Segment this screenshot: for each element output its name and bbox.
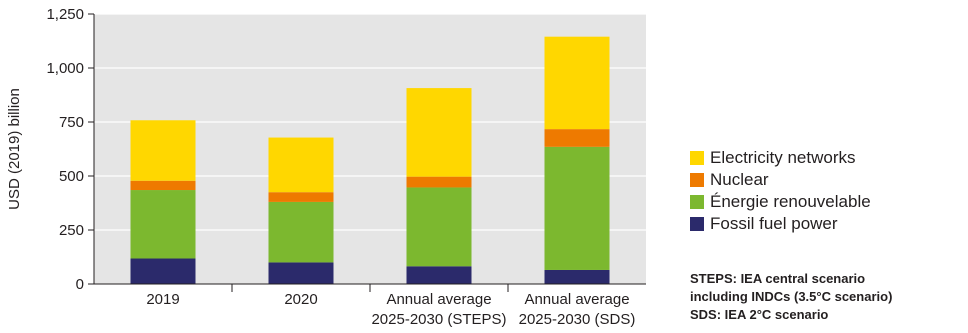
bar-chart: 0 250 500 750 1,000 1,250 2019 2020 Annual avera… [6, 6, 646, 328]
legend-item-fossil-fuel-power: Fossil fuel power [690, 213, 871, 235]
legend-swatch-renewables [690, 195, 704, 209]
bar-segment [268, 192, 334, 202]
legend-label: Fossil fuel power [710, 214, 838, 233]
x-tick-label: Annual average [524, 291, 629, 308]
bar-segment [544, 269, 610, 284]
legend-item-renewables: Énergie renouvelable [690, 191, 871, 213]
legend-item-nuclear: Nuclear [690, 169, 871, 191]
x-tick-label: 2025-2030 (SDS) [519, 311, 636, 328]
y-tick-label: 0 [76, 276, 84, 293]
legend-swatch-nuclear [690, 173, 704, 187]
legend-item-electricity-networks: Electricity networks [690, 147, 871, 169]
bar-segment [406, 266, 472, 284]
note-line: including INDCs (3.5°C scenario) [690, 289, 893, 304]
bars [130, 36, 610, 284]
legend-label: Nuclear [710, 170, 769, 189]
y-tick-label: 250 [59, 222, 84, 239]
y-tick-label: 750 [59, 114, 84, 131]
note-line: STEPS: IEA central scenario [690, 271, 866, 286]
bar-segment [130, 258, 196, 284]
legend: Electricity networks Nuclear Énergie ren… [690, 147, 871, 235]
note-line: SDS: IEA 2°C scenario [690, 307, 829, 322]
y-axis-label: USD (2019) billion [6, 88, 23, 210]
bar-segment [544, 36, 610, 130]
legend-swatch-fossil-fuel-power [690, 217, 704, 231]
bar-segment [268, 201, 334, 263]
y-tick-label: 1,000 [46, 60, 84, 77]
bar-segment [268, 262, 334, 284]
bar-segment [130, 190, 196, 259]
legend-label: Énergie renouvelable [710, 192, 871, 211]
bar-segment [544, 129, 610, 147]
x-tick-label: 2025-2030 (STEPS) [371, 311, 506, 328]
y-tick-label: 1,250 [46, 6, 84, 23]
y-tick-label: 500 [59, 168, 84, 185]
x-tick-label: 2019 [146, 291, 179, 308]
legend-swatch-electricity-networks [690, 151, 704, 165]
bar-segment [544, 146, 610, 270]
scenario-notes: STEPS: IEA central scenario including IN… [690, 270, 892, 324]
bar-segment [406, 176, 472, 188]
x-tick-label: 2020 [284, 291, 317, 308]
bar-segment [406, 88, 472, 177]
legend-label: Electricity networks [710, 148, 856, 167]
axes: 0 250 500 750 1,000 1,250 2019 2020 Annual avera… [46, 6, 646, 328]
bar-segment [268, 137, 334, 193]
bar-segment [130, 180, 196, 191]
bar-segment [130, 120, 196, 181]
bar-segment [406, 187, 472, 267]
x-tick-label: Annual average [386, 291, 491, 308]
